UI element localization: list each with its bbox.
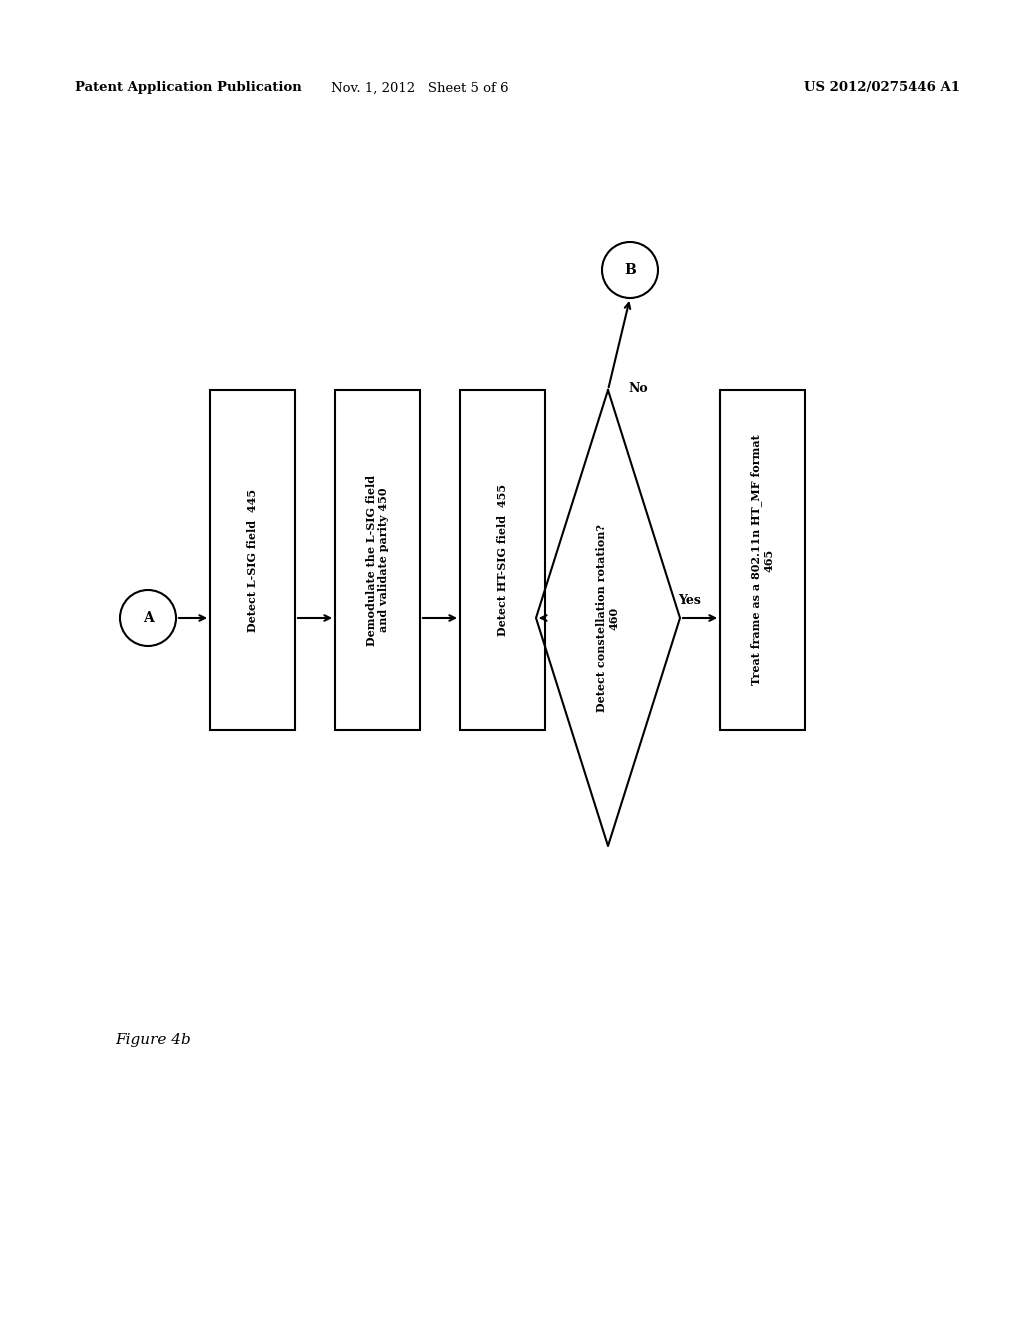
Text: Detect HT-SIG field  455: Detect HT-SIG field 455 xyxy=(497,484,508,636)
Bar xyxy=(335,389,420,730)
Text: B: B xyxy=(624,263,636,277)
Text: Nov. 1, 2012   Sheet 5 of 6: Nov. 1, 2012 Sheet 5 of 6 xyxy=(331,82,509,95)
Circle shape xyxy=(602,242,658,298)
Text: A: A xyxy=(142,611,154,624)
Polygon shape xyxy=(536,389,680,846)
Text: Detect L-SIG field  445: Detect L-SIG field 445 xyxy=(247,488,258,631)
Bar xyxy=(720,389,805,730)
Text: Patent Application Publication: Patent Application Publication xyxy=(75,82,302,95)
Text: US 2012/0275446 A1: US 2012/0275446 A1 xyxy=(804,82,961,95)
Text: Yes: Yes xyxy=(678,594,700,606)
Text: Demodulate the L-SIG field
and validate parity 450: Demodulate the L-SIG field and validate … xyxy=(366,474,389,645)
Circle shape xyxy=(120,590,176,645)
Text: Detect constellation rotation?
460: Detect constellation rotation? 460 xyxy=(596,524,620,711)
Text: No: No xyxy=(628,381,647,395)
Text: Treat frame as a 802.11n HT_MF format
465: Treat frame as a 802.11n HT_MF format 46… xyxy=(751,434,775,685)
Text: Figure 4b: Figure 4b xyxy=(115,1034,190,1047)
Bar xyxy=(210,389,295,730)
Bar xyxy=(460,389,545,730)
